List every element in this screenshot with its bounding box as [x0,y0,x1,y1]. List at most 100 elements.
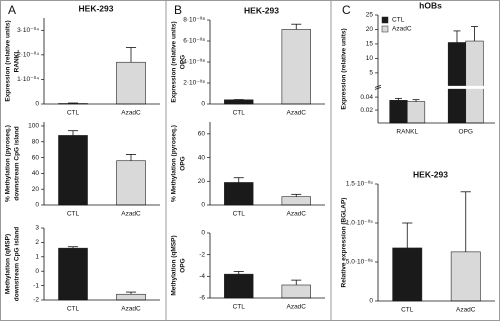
y-tick-label: 3 [35,225,39,232]
bar [281,29,311,105]
y-tick-label: 0 [35,268,39,275]
y-axis-label: Methylation (qMSP) [171,235,178,295]
chart-title: HEK-293 [79,3,114,13]
x-tick-label: RANKL [396,129,418,136]
bar [58,247,88,301]
y-tick-label: 100 [28,123,39,130]
bar [465,40,484,124]
panel-label: C [342,3,351,17]
y-tick-label: 0 [201,230,205,237]
bar [281,196,311,206]
y-tick-label: 1.0·10⁻⁰⁵ [346,219,373,227]
y-tick-label: 60 [198,131,206,138]
y-axis-label: OPG [180,258,187,272]
y-tick-label: 1·10⁻⁰⁴ [17,75,39,83]
x-tick-label: OPG [459,129,473,136]
y-tick-label: 3·10⁻⁰⁴ [17,26,39,34]
bar [58,135,88,206]
y-tick-label: 2·10⁻⁰⁴ [17,51,39,59]
y-tick-label: 0 [369,298,373,305]
y-tick-label: -1 [33,282,39,289]
y-tick-label: 20 [198,178,206,185]
y-tick-label: -6 [199,295,205,302]
y-tick-label: 0 [35,202,39,209]
y-tick-label: -2 [199,251,205,258]
y-tick-label: -2 [33,297,39,304]
y-axis-label: OPG [180,55,187,69]
y-tick-label: 80 [32,138,40,145]
chart-title: hOBs [419,0,442,10]
y-tick-label: 0 [201,101,205,108]
y-tick-label: 0 [35,101,39,108]
y-axis-label: Relative expression (BGLAP) [341,198,348,288]
bar [450,251,481,302]
axis-break [376,85,495,89]
legend-label: AzadC [392,26,412,33]
y-tick-label: 0 [201,202,205,209]
bar [224,182,254,206]
bar [224,99,254,105]
y-tick-label: 0.04 [360,94,373,101]
y-tick-label: 40 [32,170,40,177]
y-tick-label: 15 [366,41,374,48]
y-axis-label: % Methylation (pyroseq.) [171,125,178,202]
chart-title: HEK-293 [244,5,279,15]
x-tick-label: CTL [67,110,80,117]
x-tick-label: AzadC [286,211,306,218]
y-axis-label: Expression (relative units) [171,21,178,102]
chart-title: HEK-293 [413,169,448,179]
bar [116,160,146,206]
y-tick-label: 25 [366,12,374,19]
y-tick-label: 2·10⁻⁰⁸ [183,79,205,87]
x-tick-label: CTL [67,306,80,313]
y-tick-label: -4 [199,273,205,280]
panel-label: A [8,3,16,17]
bar [447,42,467,124]
bar [406,101,426,124]
x-tick-label: CTL [401,307,414,314]
legend-label: CTL [392,17,405,24]
y-tick-label: 20 [366,26,374,33]
x-tick-label: CTL [233,304,246,311]
y-axis-label: downstream CpG island [14,227,21,301]
x-tick-label: AzadC [121,110,141,117]
y-tick-label: 1.5·10⁻⁰⁵ [346,180,373,188]
y-tick-label: 4·10⁻⁰⁸ [183,58,205,66]
x-tick-label: CTL [67,211,80,218]
bar [281,284,311,299]
y-axis-label: Methylation (qMSP) [5,234,12,294]
y-axis-label: OPG [180,156,187,170]
x-tick-label: AzadC [121,306,141,313]
y-tick-label: 8·10⁻⁰⁸ [183,16,205,24]
legend-swatch [381,16,389,24]
bar [116,293,146,301]
panel-label: B [174,3,182,17]
bar [116,61,146,105]
x-tick-label: AzadC [456,307,476,314]
y-axis-label: downstream CpG island [14,126,21,200]
y-tick-label: 0.02 [360,107,373,114]
y-tick-label: 1 [35,254,39,261]
x-tick-label: AzadC [286,304,306,311]
x-tick-label: CTL [233,110,246,117]
y-tick-label: 40 [198,154,206,161]
y-axis-label: RANKL [14,50,21,73]
legend-swatch [381,25,389,33]
y-tick-label: 6·10⁻⁰⁸ [183,37,205,45]
bar [389,100,408,124]
x-tick-label: CTL [233,211,246,218]
y-tick-label: 20 [32,186,40,193]
y-tick-label: 2 [35,239,39,246]
x-tick-label: AzadC [121,211,141,218]
y-tick-label: 60 [32,154,40,161]
y-axis-label: Expression (relative units) [341,28,348,109]
y-axis-label: % Methylation (pyroseq.) [5,125,12,202]
y-tick-label: 5.0·10⁻⁰⁶ [346,258,373,266]
x-tick-label: AzadC [286,110,306,117]
y-tick-label: 10 [366,55,374,62]
y-axis-label: Expression (relative units) [5,20,12,101]
bar [224,273,254,299]
bar [392,247,423,302]
